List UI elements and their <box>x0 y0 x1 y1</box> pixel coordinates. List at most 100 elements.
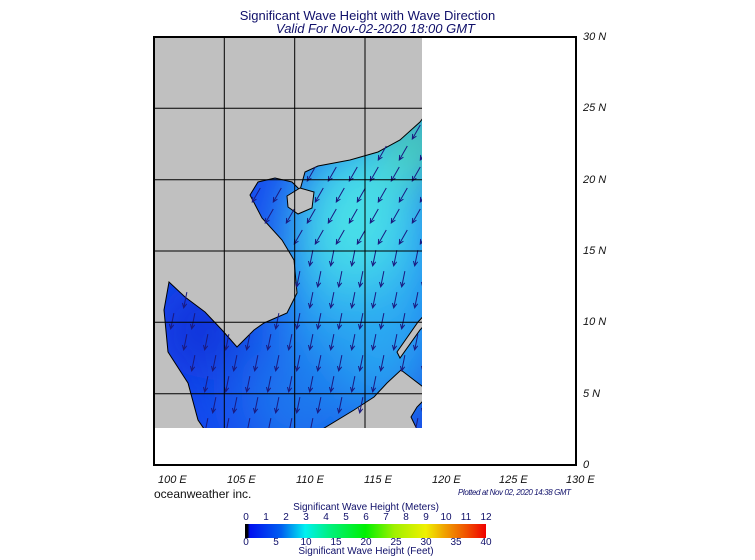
wave-arrow <box>462 104 470 118</box>
legend-meters-tick: 4 <box>323 512 329 523</box>
wave-arrow <box>501 149 515 156</box>
wave-arrow <box>357 397 364 414</box>
halmahera <box>542 428 556 460</box>
wave-arrow <box>558 420 569 431</box>
wave-arrow <box>513 255 529 259</box>
lat-label: 5 N <box>583 388 601 400</box>
wave-arrow <box>475 209 483 223</box>
legend-feet-tick: 5 <box>273 537 279 548</box>
lon-label: 105 E <box>227 474 256 486</box>
wave-arrow <box>514 128 528 135</box>
wave-arrow <box>501 191 515 198</box>
wave-arrow <box>356 229 366 245</box>
wave-arrow <box>336 271 343 288</box>
wave-arrow <box>378 313 385 330</box>
wave-arrow <box>294 313 301 330</box>
wave-arrow <box>535 128 549 135</box>
wave-arrow <box>226 418 230 428</box>
wave-arrow <box>370 334 377 351</box>
borneo <box>323 369 422 428</box>
wave-arrow <box>307 334 314 351</box>
legend-meters-tick: 2 <box>283 512 289 523</box>
wave-arrow <box>328 334 335 351</box>
legend-feet-tick: 40 <box>480 537 492 548</box>
wave-arrow <box>543 65 557 72</box>
map-border <box>153 36 577 466</box>
wave-arrow <box>336 397 343 414</box>
mindoro <box>444 298 458 318</box>
lat-label: 25 N <box>583 102 607 114</box>
wave-arrow <box>483 104 491 118</box>
wave-arrow <box>286 376 293 393</box>
wave-arrow <box>433 167 441 181</box>
wave-direction-arrows <box>168 62 571 452</box>
wave-arrow <box>537 336 548 347</box>
wave-arrow <box>314 229 324 245</box>
wave-arrow <box>377 187 387 203</box>
wave-arrow <box>543 149 557 156</box>
legend-meters-tick: 3 <box>303 512 309 523</box>
wave-arrow <box>336 355 343 372</box>
wave-arrow <box>315 355 322 372</box>
wave-arrow <box>294 397 301 414</box>
wave-arrow <box>390 166 400 182</box>
wave-arrow <box>168 313 175 330</box>
wave-arrow <box>181 334 188 351</box>
wave-arrow <box>521 318 537 322</box>
wave-arrow <box>398 229 408 245</box>
wave-arrow <box>411 124 421 140</box>
wave-arrow <box>556 128 570 135</box>
wave-arrow <box>391 292 398 309</box>
wave-arrow <box>223 334 230 351</box>
wave-arrow <box>432 336 443 347</box>
wave-arrow <box>390 208 400 224</box>
wave-arrow <box>336 313 343 330</box>
wave-arrow <box>307 376 314 393</box>
lon-label: 100 E <box>158 474 187 486</box>
wave-arrow <box>398 187 408 203</box>
wave-arrow <box>415 418 419 428</box>
wave-arrow <box>377 229 387 245</box>
wave-arrow <box>357 313 364 330</box>
wave-arrow <box>524 399 535 410</box>
wave-arrow <box>454 167 462 181</box>
wave-arrow <box>524 357 535 368</box>
wave-arrow <box>442 271 446 287</box>
legend-meters-tick: 7 <box>383 512 389 523</box>
color-scale-bar <box>245 524 486 538</box>
wave-arrow <box>453 420 464 431</box>
wave-arrow <box>189 313 196 330</box>
wave-arrow <box>461 399 472 410</box>
wave-arrow <box>453 336 464 347</box>
wave-arrow <box>503 399 514 410</box>
wave-arrow <box>315 271 322 288</box>
legend-meters-tick: 9 <box>423 512 429 523</box>
wave-arrow <box>252 397 259 414</box>
lat-label: 30 N <box>583 31 607 43</box>
wave-height-map <box>153 36 577 466</box>
wave-arrow <box>306 208 316 224</box>
wave-arrow <box>545 357 556 368</box>
wave-arrow <box>433 209 441 223</box>
wave-arrow <box>495 420 506 431</box>
wave-arrow <box>524 441 535 452</box>
mindanao <box>467 343 527 387</box>
wave-arrow <box>378 271 385 288</box>
wave-arrow <box>231 355 238 372</box>
wave-arrow <box>310 418 314 428</box>
wave-arrow <box>315 397 322 414</box>
wave-arrow <box>555 255 571 259</box>
wave-arrow <box>432 420 443 431</box>
wave-arrow <box>462 62 470 76</box>
wave-arrow <box>314 187 324 203</box>
wave-arrow <box>391 334 398 351</box>
wave-arrow <box>273 355 280 372</box>
wave-arrow <box>223 376 230 393</box>
wave-arrow <box>516 420 527 431</box>
wave-arrow <box>503 441 514 452</box>
wave-arrow <box>412 292 419 309</box>
wave-arrow <box>294 271 301 288</box>
wave-arrow <box>434 292 438 308</box>
wave-arrow <box>555 297 571 301</box>
wave-arrow <box>411 166 421 182</box>
